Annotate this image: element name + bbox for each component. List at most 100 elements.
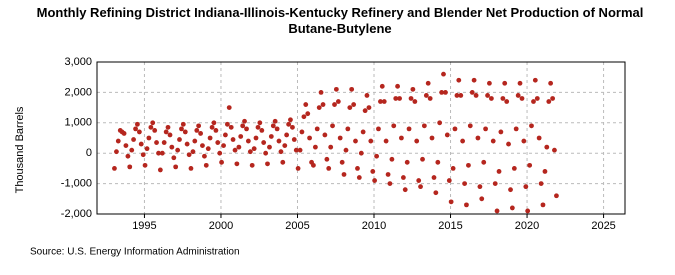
data-point — [182, 129, 188, 135]
data-point — [180, 121, 186, 127]
data-point — [364, 93, 370, 98]
data-point — [255, 124, 261, 130]
data-point — [378, 99, 383, 104]
data-point — [211, 120, 217, 126]
data-point — [385, 172, 391, 177]
data-point — [454, 93, 460, 98]
data-point — [481, 159, 487, 165]
plot-border — [96, 61, 626, 215]
data-point — [464, 202, 469, 208]
data-point — [517, 80, 523, 86]
data-point — [144, 146, 150, 152]
data-point — [223, 132, 228, 138]
y-tick-label: -1,000 — [61, 178, 92, 190]
data-point — [324, 156, 330, 162]
data-point — [483, 126, 488, 132]
data-point — [515, 93, 521, 98]
data-point — [194, 127, 200, 133]
data-point — [179, 126, 184, 132]
data-point — [335, 99, 341, 104]
data-point — [228, 124, 234, 130]
data-point — [368, 138, 374, 144]
data-point — [376, 126, 381, 132]
data-point — [247, 149, 253, 155]
data-point — [337, 135, 343, 141]
data-point — [389, 156, 395, 162]
data-point — [477, 184, 483, 190]
data-point — [546, 99, 552, 104]
source-note: Source: U.S. Energy Information Administ… — [30, 247, 240, 258]
data-point — [186, 152, 192, 158]
data-point — [198, 131, 204, 136]
data-point — [221, 143, 226, 149]
y-tick-label: 3,000 — [64, 56, 92, 68]
data-point — [504, 99, 510, 104]
data-point — [165, 124, 171, 130]
data-point — [444, 132, 450, 138]
data-point — [133, 126, 138, 132]
data-point — [448, 199, 454, 205]
data-point — [167, 132, 173, 138]
data-point — [333, 86, 339, 92]
data-point — [192, 138, 198, 144]
data-point — [529, 123, 534, 129]
data-point — [112, 166, 117, 171]
data-point — [443, 90, 448, 95]
x-tick-label: 2000 — [209, 220, 233, 232]
data-point — [156, 150, 161, 156]
data-point — [540, 202, 546, 208]
data-point — [219, 159, 224, 165]
data-point — [230, 137, 236, 142]
data-point — [114, 149, 119, 155]
data-point — [467, 123, 473, 129]
data-point — [460, 138, 466, 144]
data-point — [341, 172, 347, 177]
data-point — [410, 86, 416, 92]
data-point — [263, 150, 269, 156]
data-point — [270, 123, 276, 129]
data-point — [506, 141, 511, 147]
data-point — [276, 138, 282, 144]
data-point — [301, 114, 307, 120]
data-point — [205, 146, 211, 152]
data-point — [299, 129, 305, 135]
data-point — [356, 175, 362, 180]
data-point — [200, 143, 205, 149]
data-point — [184, 141, 190, 147]
data-point — [355, 166, 360, 171]
data-point — [414, 138, 420, 144]
data-point — [475, 135, 481, 141]
x-tick-label: 2015 — [438, 220, 462, 232]
data-point — [421, 123, 427, 129]
data-point — [305, 111, 311, 117]
data-point — [534, 96, 540, 101]
data-point — [400, 175, 406, 180]
y-tick-label: -2,000 — [61, 208, 92, 220]
data-point — [511, 166, 517, 171]
data-point — [496, 169, 502, 174]
data-point — [152, 127, 158, 133]
data-point — [121, 131, 127, 136]
data-point — [234, 161, 240, 167]
data-point — [154, 140, 159, 145]
data-point — [295, 166, 301, 171]
data-point — [446, 178, 452, 183]
data-point — [450, 166, 456, 171]
data-point — [550, 96, 556, 101]
data-point — [249, 162, 255, 168]
data-point — [312, 144, 318, 150]
data-point — [416, 178, 422, 183]
data-point — [379, 83, 385, 89]
data-point — [240, 123, 246, 129]
data-point — [513, 126, 519, 132]
data-point — [492, 181, 498, 187]
data-point — [259, 127, 265, 133]
data-point — [372, 178, 378, 183]
data-point — [538, 181, 544, 187]
data-point — [322, 132, 328, 138]
data-point — [435, 159, 441, 165]
data-point — [370, 169, 376, 174]
data-point — [224, 121, 230, 127]
data-point — [360, 129, 366, 135]
data-point — [157, 167, 163, 173]
